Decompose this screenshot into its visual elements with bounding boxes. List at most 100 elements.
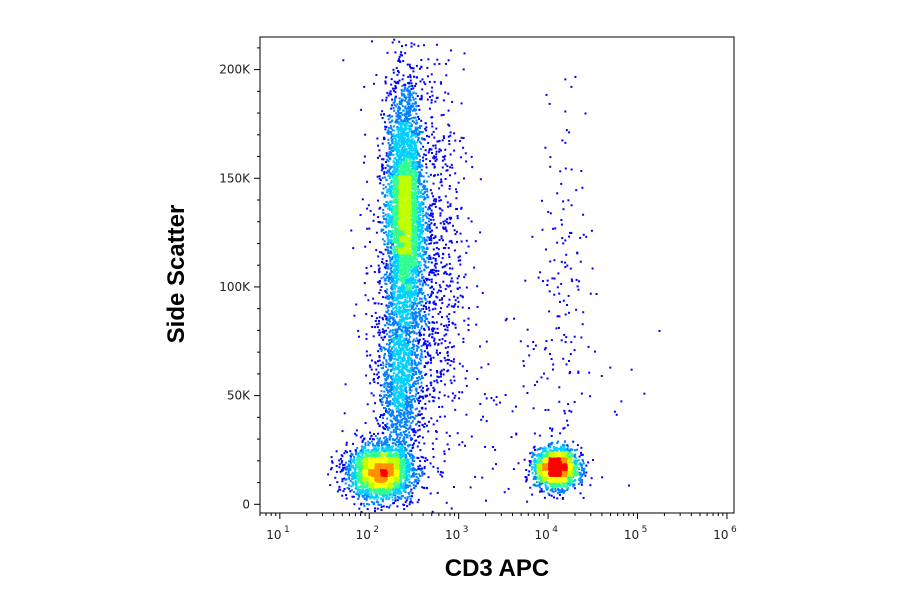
event-dot: [365, 313, 368, 316]
event-dot: [411, 469, 414, 472]
event-dot: [425, 324, 428, 327]
event-dot: [416, 95, 419, 97]
event-dot: [470, 220, 473, 223]
event-dot: [381, 142, 384, 145]
event-dot: [387, 213, 390, 216]
event-dot: [369, 431, 371, 434]
event-dot: [412, 471, 415, 474]
event-dot: [397, 367, 400, 370]
event-dot: [392, 397, 395, 400]
event-dot: [422, 203, 425, 206]
event-dot: [387, 236, 390, 239]
event-dot: [406, 428, 409, 431]
event-dot: [433, 321, 436, 324]
event-dot: [609, 366, 612, 369]
event-dot: [386, 318, 389, 321]
event-dot: [440, 82, 443, 85]
event-dot: [413, 140, 416, 143]
event-dot: [422, 343, 425, 346]
event-dot: [423, 153, 426, 156]
event-dot: [376, 507, 379, 510]
event-dot: [485, 340, 488, 343]
event-dot: [398, 114, 401, 117]
event-dot: [342, 464, 345, 466]
event-dot: [386, 417, 389, 420]
event-dot: [388, 427, 391, 430]
event-dot: [428, 333, 431, 336]
event-dot: [460, 207, 463, 210]
event-dot: [462, 146, 465, 149]
event-dot: [411, 467, 414, 470]
event-dot: [409, 79, 412, 82]
event-dot: [374, 362, 377, 365]
event-dot: [533, 384, 536, 387]
event-dot: [407, 99, 410, 102]
event-dot: [393, 294, 396, 297]
event-dot: [353, 491, 355, 494]
event-dot: [405, 290, 408, 293]
event-dot: [396, 425, 399, 428]
event-dot: [462, 137, 465, 139]
event-dot: [411, 395, 414, 398]
event-dot: [531, 493, 534, 496]
event-dot: [391, 350, 394, 353]
event-dot: [419, 261, 422, 263]
event-dot: [380, 390, 383, 393]
event-dot: [441, 471, 444, 474]
event-dot: [394, 141, 397, 144]
event-dot: [404, 322, 407, 325]
event-dot: [401, 357, 404, 360]
event-dot: [387, 242, 390, 245]
event-dot: [386, 267, 389, 270]
event-dot: [475, 323, 478, 326]
event-dot: [373, 448, 376, 451]
event-dot: [384, 401, 387, 404]
event-dot: [448, 240, 451, 243]
event-dot: [440, 149, 442, 152]
event-dot: [421, 88, 424, 91]
event-dot: [421, 224, 424, 227]
event-dot: [438, 207, 441, 210]
event-dot: [389, 260, 392, 263]
event-dot: [400, 381, 403, 384]
event-dot: [355, 492, 358, 495]
event-dot: [435, 150, 438, 153]
event-dot: [392, 286, 395, 289]
event-dot: [443, 450, 446, 453]
event-dot: [385, 264, 388, 267]
event-dot: [407, 405, 410, 408]
event-dot: [428, 135, 431, 138]
event-dot: [534, 484, 537, 487]
event-dot: [416, 246, 419, 249]
event-dot: [417, 226, 420, 229]
event-dot: [436, 140, 439, 143]
event-dot: [406, 399, 409, 402]
event-dot: [439, 375, 442, 378]
event-dot: [430, 73, 433, 76]
event-dot: [483, 393, 486, 396]
event-dot: [568, 449, 571, 452]
event-dot: [449, 284, 451, 287]
event-dot: [435, 43, 438, 46]
event-dot: [445, 273, 448, 275]
event-dot: [396, 401, 399, 404]
event-dot: [411, 460, 414, 462]
event-dot: [387, 428, 390, 431]
event-dot: [386, 382, 389, 384]
event-dot: [563, 447, 566, 450]
event-dot: [479, 345, 481, 348]
event-dot: [443, 295, 446, 297]
event-dot: [405, 436, 408, 439]
event-dot: [370, 315, 373, 317]
event-dot: [395, 401, 398, 404]
event-dot: [389, 143, 392, 146]
event-dot: [418, 161, 421, 164]
event-dot: [402, 347, 405, 349]
event-dot: [573, 487, 576, 490]
event-dot: [351, 495, 354, 498]
event-dot: [392, 107, 395, 110]
event-dot: [412, 268, 415, 271]
event-dot: [401, 78, 404, 81]
event-dot: [391, 354, 394, 357]
event-dot: [378, 271, 381, 274]
